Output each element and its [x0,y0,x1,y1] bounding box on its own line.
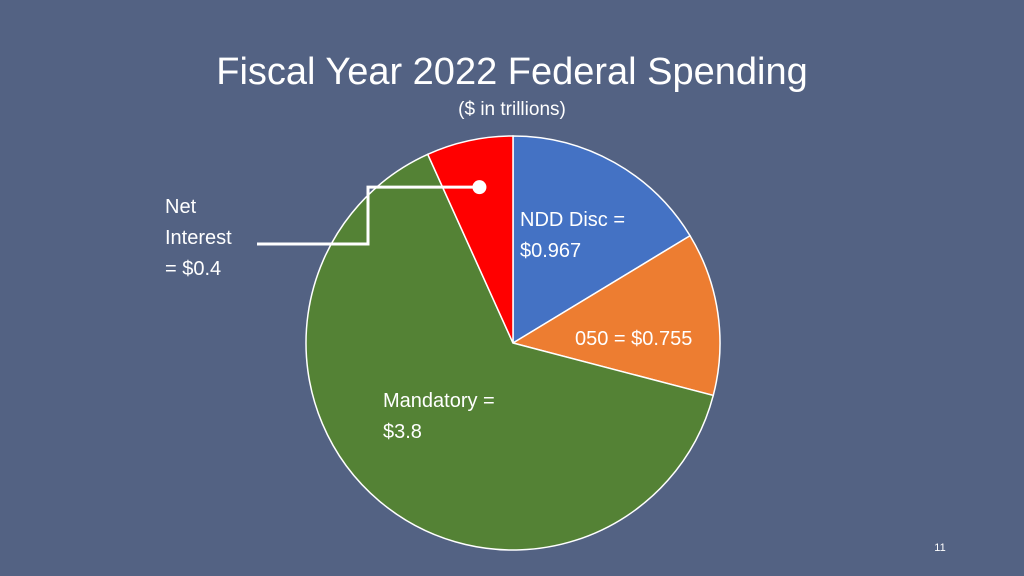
net-interest-leader-dot [472,180,487,195]
label-mandatory: Mandatory = $3.8 [383,390,495,443]
pie-slice-050 [511,234,721,397]
label-050: 050 = $0.755 [575,328,693,350]
net-interest-leader-line [257,185,480,246]
label-net-interest: Net Interest = $0.4 [165,196,232,280]
pie-slice-ndd-disc [512,135,692,345]
label-ndd-disc: NDD Disc = $0.967 [520,209,626,262]
page-number: 11 [934,542,946,554]
chart-subtitle: ($ in trillions) [458,99,566,120]
chart-title: Fiscal Year 2022 Federal Spending [216,51,808,93]
pie-slice-mandatory [305,153,715,551]
